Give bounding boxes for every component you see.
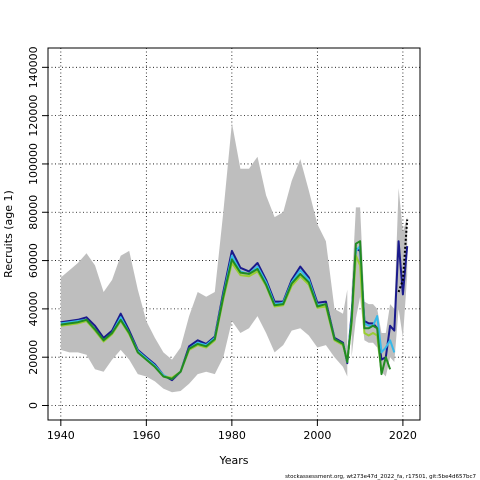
x-tick-label: 2000 <box>303 429 331 442</box>
y-tick-label: 140000 <box>27 46 40 88</box>
plot-frame <box>47 47 421 421</box>
x-tick-label: 1940 <box>47 429 75 442</box>
x-tick-label: 1960 <box>132 429 160 442</box>
axes: 1940 1960 1980 2000 2020 0 20000 40000 60000 8000… <box>27 46 417 442</box>
series-line-4 <box>60 240 392 380</box>
y-tick-label: 40000 <box>27 291 40 326</box>
y-tick-label: 100000 <box>27 143 40 185</box>
x-axis-title: Years <box>218 454 248 467</box>
x-tick-label: 2020 <box>389 429 417 442</box>
y-tick-label: 20000 <box>27 340 40 375</box>
y-tick-label: 120000 <box>27 95 40 137</box>
y-axis-title: Recruits (age 1) <box>2 190 15 278</box>
series-lines <box>60 219 409 382</box>
y-tick-label: 80000 <box>27 195 40 230</box>
x-tick-label: 1980 <box>218 429 246 442</box>
projection-line <box>397 219 409 293</box>
source-footer: stockassessment.org, wt273e47d_2022_fa, … <box>285 474 476 480</box>
y-tick-label: 60000 <box>27 243 40 278</box>
y-tick-label: 0 <box>27 402 40 409</box>
confidence-band-main <box>60 122 348 393</box>
